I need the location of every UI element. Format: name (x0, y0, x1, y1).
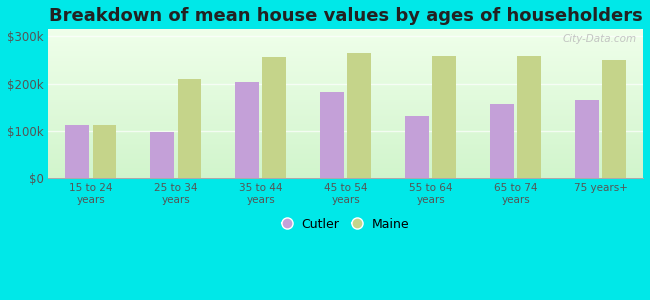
Bar (263, 57, 286, 178)
Title: Breakdown of mean house values by ages of householders: Breakdown of mean house values by ages o… (49, 7, 643, 25)
Legend: Cutler, Maine: Cutler, Maine (278, 214, 413, 235)
Bar (603, 60, 626, 178)
Bar (92, 125, 116, 178)
Bar (235, 82, 259, 178)
Bar (320, 92, 344, 178)
Bar (405, 116, 429, 178)
Bar (348, 53, 371, 178)
Bar (432, 56, 456, 178)
Bar (517, 56, 541, 178)
Bar (575, 100, 599, 178)
Bar (150, 132, 174, 178)
Text: City-Data.com: City-Data.com (563, 34, 637, 44)
Bar (177, 79, 202, 178)
Bar (490, 103, 514, 178)
Bar (66, 125, 89, 178)
